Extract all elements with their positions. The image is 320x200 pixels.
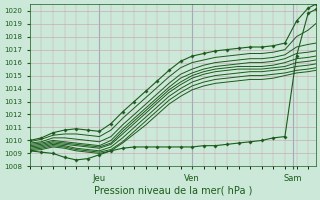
X-axis label: Pression niveau de la mer( hPa ): Pression niveau de la mer( hPa ) [94,186,252,196]
